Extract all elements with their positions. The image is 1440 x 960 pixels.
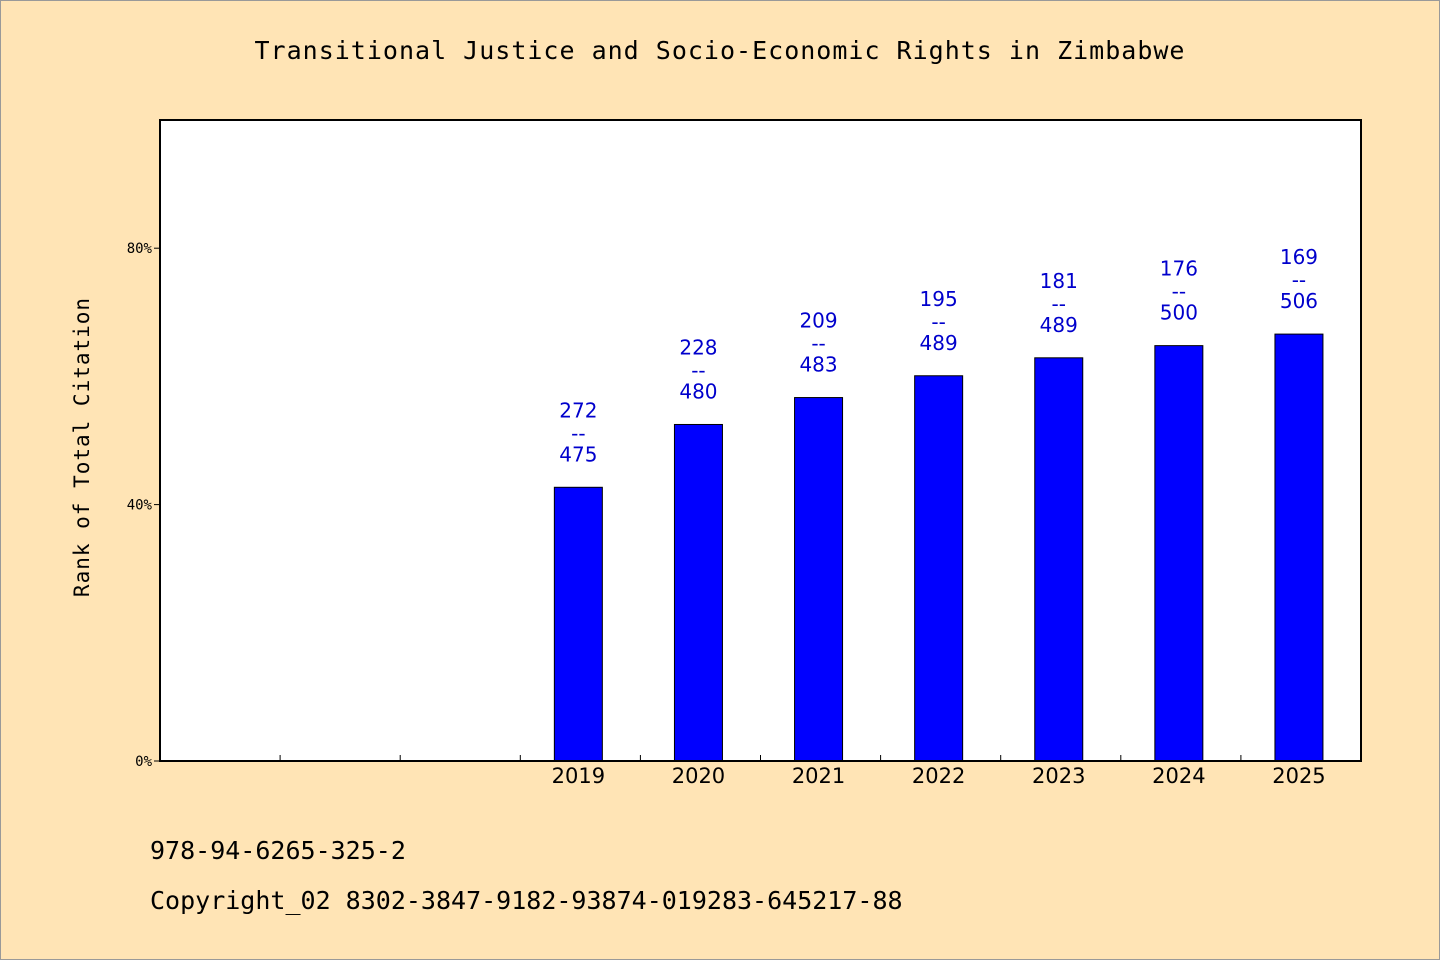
- bar-2024: [1154, 345, 1204, 762]
- bar-2023: [1034, 357, 1084, 762]
- bar-2025: [1274, 333, 1324, 762]
- bar-label-separator: --: [931, 310, 945, 334]
- chart-title: Transitional Justice and Socio-Economic …: [254, 36, 1186, 65]
- bar-label-total: 500: [1160, 301, 1198, 325]
- x-tick-label: 2025: [1272, 764, 1325, 788]
- bar-2020: [673, 423, 723, 762]
- x-tick-label: 2023: [1032, 764, 1085, 788]
- x-tick-label: 2020: [672, 764, 725, 788]
- y-tick-label: 0%: [135, 754, 152, 770]
- y-tick-label: 40%: [127, 498, 153, 514]
- x-tick-label: 2019: [552, 764, 605, 788]
- x-tick-label: 2024: [1152, 764, 1205, 788]
- x-tick-label: 2021: [792, 764, 845, 788]
- bar-label-total: 480: [679, 379, 717, 403]
- bar-label-total: 475: [559, 442, 597, 466]
- bar-2019: [553, 486, 603, 762]
- bar-label-separator: --: [571, 421, 585, 445]
- bar-label-separator: --: [1172, 280, 1186, 304]
- x-tick-label: 2022: [912, 764, 965, 788]
- axis-ticks: 0% 40% 80% 2019 2020 2021 2022 2023 2024 2025: [127, 241, 1326, 788]
- bar-label-rank: 181: [1040, 269, 1078, 293]
- bar-label-total: 489: [920, 331, 958, 355]
- bar-2022: [914, 375, 964, 762]
- bar-label-rank: 209: [799, 309, 837, 333]
- bar-label-separator: --: [691, 358, 705, 382]
- bar-label-rank: 195: [920, 287, 958, 311]
- bar-label-rank: 228: [679, 335, 717, 359]
- copyright-text: Copyright_02 8302-3847-9182-93874-019283…: [150, 886, 903, 915]
- plot-border: [159, 119, 1362, 762]
- bars: [553, 333, 1324, 762]
- bar-label-total: 489: [1040, 313, 1078, 337]
- bar-label-separator: --: [1052, 292, 1066, 316]
- bar-label-separator: --: [811, 332, 825, 356]
- bar-label-rank: 272: [559, 398, 597, 422]
- bar-label-rank: 176: [1160, 257, 1198, 281]
- bar-2021: [794, 397, 844, 762]
- y-tick-label: 80%: [127, 241, 153, 257]
- bar-label-total: 506: [1280, 289, 1318, 313]
- isbn-text: 978-94-6265-325-2: [150, 836, 406, 865]
- bar-label-total: 483: [799, 353, 837, 377]
- bar-label-separator: --: [1292, 268, 1306, 292]
- bar-label-rank: 169: [1280, 245, 1318, 269]
- bar-labels: 272--475228--480209--483195--489181--489…: [559, 245, 1318, 466]
